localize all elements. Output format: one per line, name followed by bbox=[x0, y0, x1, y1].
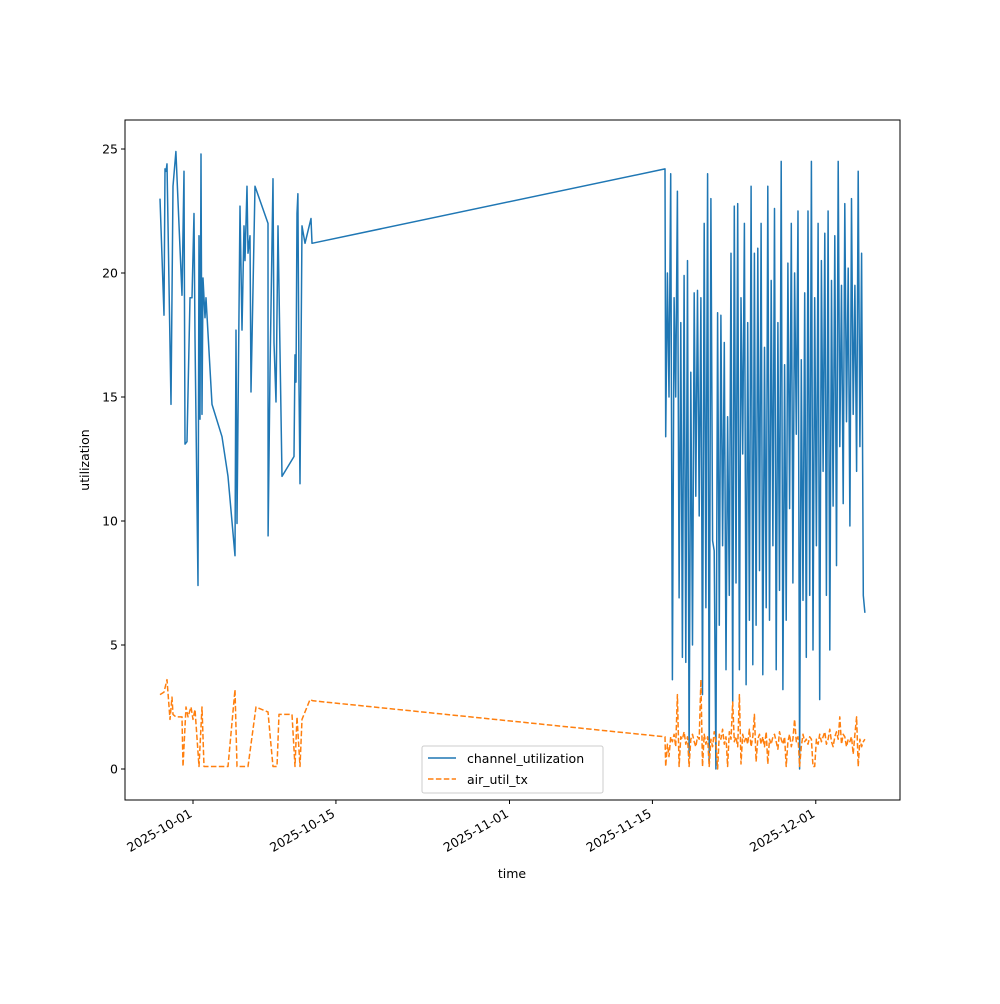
x-axis-label: time bbox=[498, 866, 527, 881]
series-line-channel-utilization bbox=[159, 150, 866, 770]
series-layer bbox=[159, 150, 866, 770]
y-axis: 0 5 10 15 20 25 bbox=[102, 142, 125, 777]
x-tick-label: 2025-11-01 bbox=[441, 806, 511, 855]
y-tick-label: 0 bbox=[110, 762, 118, 777]
legend-label-channel-utilization: channel_utilization bbox=[467, 751, 584, 766]
y-axis-label: utilization bbox=[77, 429, 92, 490]
x-tick-label: 2025-11-15 bbox=[583, 806, 653, 855]
legend: channel_utilization air_util_tx bbox=[421, 745, 604, 794]
y-tick-label: 20 bbox=[102, 266, 118, 281]
y-tick-label: 15 bbox=[102, 390, 118, 405]
x-tick-label: 2025-10-01 bbox=[124, 806, 194, 855]
x-tick-label: 2025-10-15 bbox=[267, 806, 337, 855]
series-line-air-util-tx bbox=[159, 678, 866, 770]
x-tick-label: 2025-12-01 bbox=[747, 806, 817, 855]
y-tick-label: 25 bbox=[102, 142, 118, 157]
legend-box bbox=[421, 745, 604, 794]
y-tick-label: 10 bbox=[102, 514, 118, 529]
y-tick-label: 5 bbox=[110, 638, 118, 653]
x-axis: 2025-10-01 2025-10-15 2025-11-01 2025-11-15… bbox=[124, 800, 817, 855]
legend-label-air-util-tx: air_util_tx bbox=[467, 772, 528, 787]
plot-frame bbox=[124, 119, 901, 801]
